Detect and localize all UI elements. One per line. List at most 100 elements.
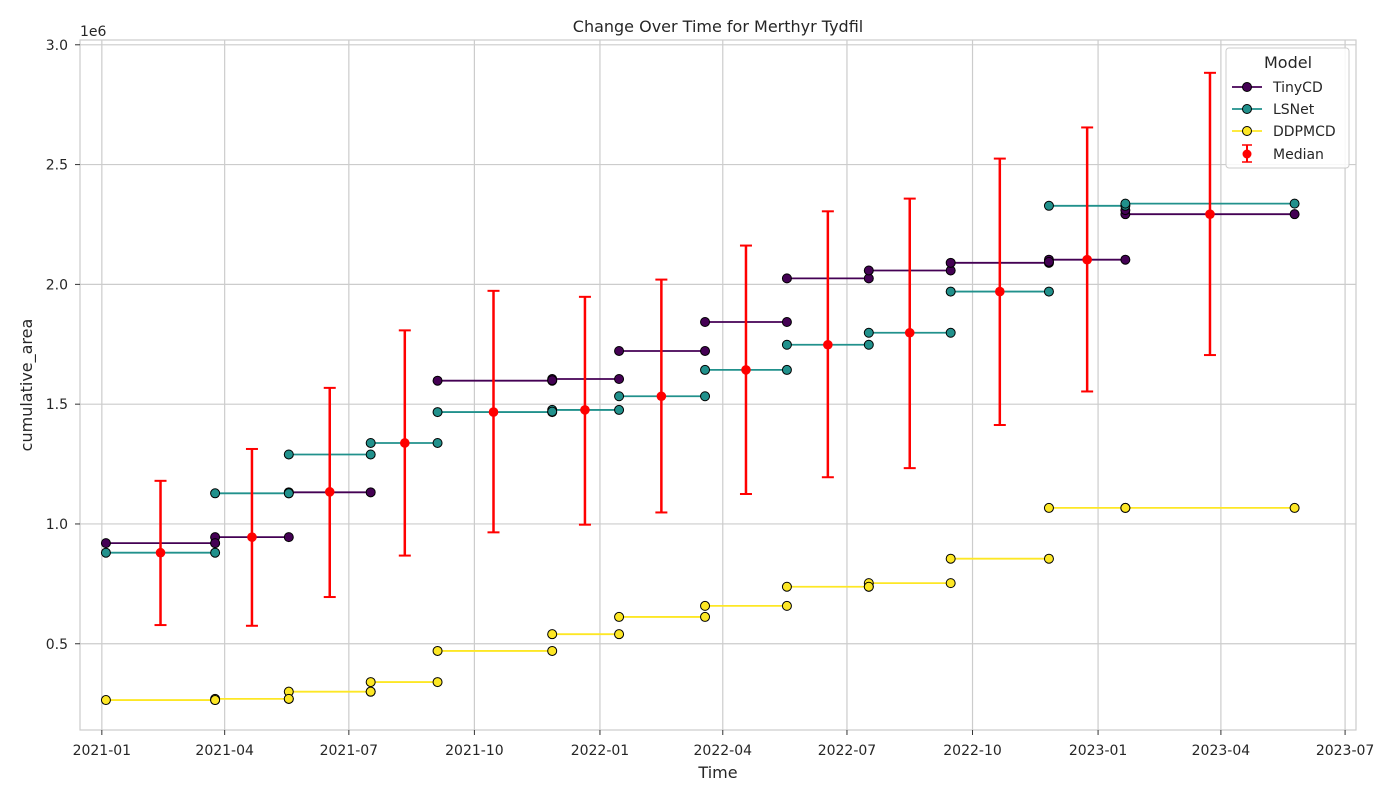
tinycd-point xyxy=(100,538,111,549)
x-tick-label: 2021-04 xyxy=(195,743,254,759)
lsnet-point xyxy=(614,391,625,402)
tinycd-point xyxy=(547,375,558,386)
legend-lsnet-marker xyxy=(1242,104,1252,114)
ddpmcd-point xyxy=(365,686,376,697)
median-point xyxy=(155,547,166,558)
ddpmcd-point xyxy=(863,581,874,592)
median-point xyxy=(580,405,590,415)
y-tick-label: 2.5 xyxy=(46,158,68,174)
tinycd-point xyxy=(614,374,625,385)
x-tick-label: 2023-07 xyxy=(1316,743,1375,759)
ddpmcd-point xyxy=(614,611,625,622)
lsnet-point xyxy=(614,404,625,415)
lsnet-point xyxy=(365,449,376,460)
median-point xyxy=(1082,254,1092,265)
ddpmcd-point xyxy=(1043,553,1054,564)
lsnet-point xyxy=(781,364,792,375)
ddpmcd-point xyxy=(700,600,711,611)
lsnet-point xyxy=(1289,198,1300,209)
x-tick-label: 2021-07 xyxy=(320,743,379,759)
legend-title: Model xyxy=(1264,53,1312,72)
x-axis-ticks: 2021-01 2021-04 2021-07 2021-10 2022-01 2022-… xyxy=(73,730,1375,759)
median-errorbar-group xyxy=(993,157,1006,427)
legend-median-marker xyxy=(1242,149,1252,159)
ddpmcd-point xyxy=(547,645,558,656)
lsnet-point xyxy=(1043,200,1054,211)
lsnet-point xyxy=(700,391,711,402)
lsnet-point xyxy=(100,547,111,558)
y-axis-ticks: 0.5 1.0 1.5 2.0 2.5 3.0 xyxy=(46,38,80,653)
y-axis-offset-text: 1e6 xyxy=(80,24,107,40)
median-errorbar-group xyxy=(245,447,258,627)
x-tick-label: 2022-07 xyxy=(818,743,877,759)
ddpmcd-point xyxy=(283,693,294,704)
lsnet-point xyxy=(283,488,294,499)
median-errorbar-group xyxy=(903,197,916,470)
series-lsnet xyxy=(100,198,1300,558)
x-tick-label: 2021-01 xyxy=(73,743,132,759)
tinycd-point xyxy=(614,345,625,356)
median-point xyxy=(904,327,915,338)
median-point xyxy=(488,407,499,417)
median-errorbar-group xyxy=(1203,71,1216,357)
tinycd-point xyxy=(781,273,792,284)
ddpmcd-point xyxy=(210,695,221,706)
tinycd-point xyxy=(432,375,443,386)
tinycd-point xyxy=(700,316,711,327)
legend-median-label: Median xyxy=(1273,147,1324,163)
y-tick-label: 3.0 xyxy=(46,38,68,54)
tinycd-point xyxy=(1120,254,1131,265)
median-errorbar-group xyxy=(821,210,834,479)
median-errorbar-group xyxy=(1081,126,1094,393)
lsnet-point xyxy=(945,327,956,338)
y-tick-label: 1.0 xyxy=(46,517,68,533)
tinycd-point xyxy=(210,538,221,549)
ddpmcd-point xyxy=(1043,502,1054,513)
median-errorbar-group xyxy=(154,479,167,627)
median-errorbar-group xyxy=(578,295,591,526)
lsnet-point xyxy=(863,339,874,350)
median-errorbar-group xyxy=(323,386,336,599)
ddpmcd-point xyxy=(700,611,711,622)
ddpmcd-point xyxy=(781,581,792,592)
lsnet-point xyxy=(863,327,874,338)
lsnet-point xyxy=(945,286,956,297)
median-errorbar-group xyxy=(739,244,752,496)
y-tick-label: 0.5 xyxy=(46,637,68,653)
x-tick-label: 2022-01 xyxy=(571,743,630,759)
ddpmcd-point xyxy=(432,645,443,656)
x-tick-label: 2023-01 xyxy=(1069,743,1128,759)
legend-box xyxy=(1225,47,1350,169)
tinycd-point xyxy=(781,316,792,327)
median-point xyxy=(1205,209,1215,219)
ddpmcd-point xyxy=(614,629,625,640)
median-point xyxy=(400,438,410,448)
y-tick-label: 1.5 xyxy=(46,397,68,413)
median-errorbar-group xyxy=(398,329,411,557)
ddpmcd-point xyxy=(945,578,956,589)
median-point xyxy=(995,286,1005,297)
tinycd-point xyxy=(1043,256,1054,267)
tinycd-point xyxy=(863,265,874,276)
legend-ddpmcd-marker xyxy=(1242,126,1252,136)
ddpmcd-point xyxy=(1289,502,1300,513)
median-point xyxy=(324,487,335,497)
chart-title: Change Over Time for Merthyr Tydfil xyxy=(573,17,863,36)
median-point xyxy=(656,391,667,402)
x-tick-label: 2021-10 xyxy=(445,743,504,759)
ddpmcd-point xyxy=(365,677,376,688)
lsnet-point xyxy=(700,364,711,375)
ddpmcd-point xyxy=(781,600,792,611)
tinycd-point xyxy=(1289,209,1300,220)
tinycd-point xyxy=(283,532,294,543)
lsnet-point xyxy=(547,406,558,417)
median-point xyxy=(823,339,833,350)
plot-frame xyxy=(79,39,1357,731)
x-tick-label: 2022-04 xyxy=(694,743,753,759)
legend-tinycd-marker xyxy=(1242,82,1252,92)
lsnet-point xyxy=(432,437,443,448)
lsnet-point xyxy=(432,407,443,418)
lsnet-point xyxy=(283,449,294,460)
